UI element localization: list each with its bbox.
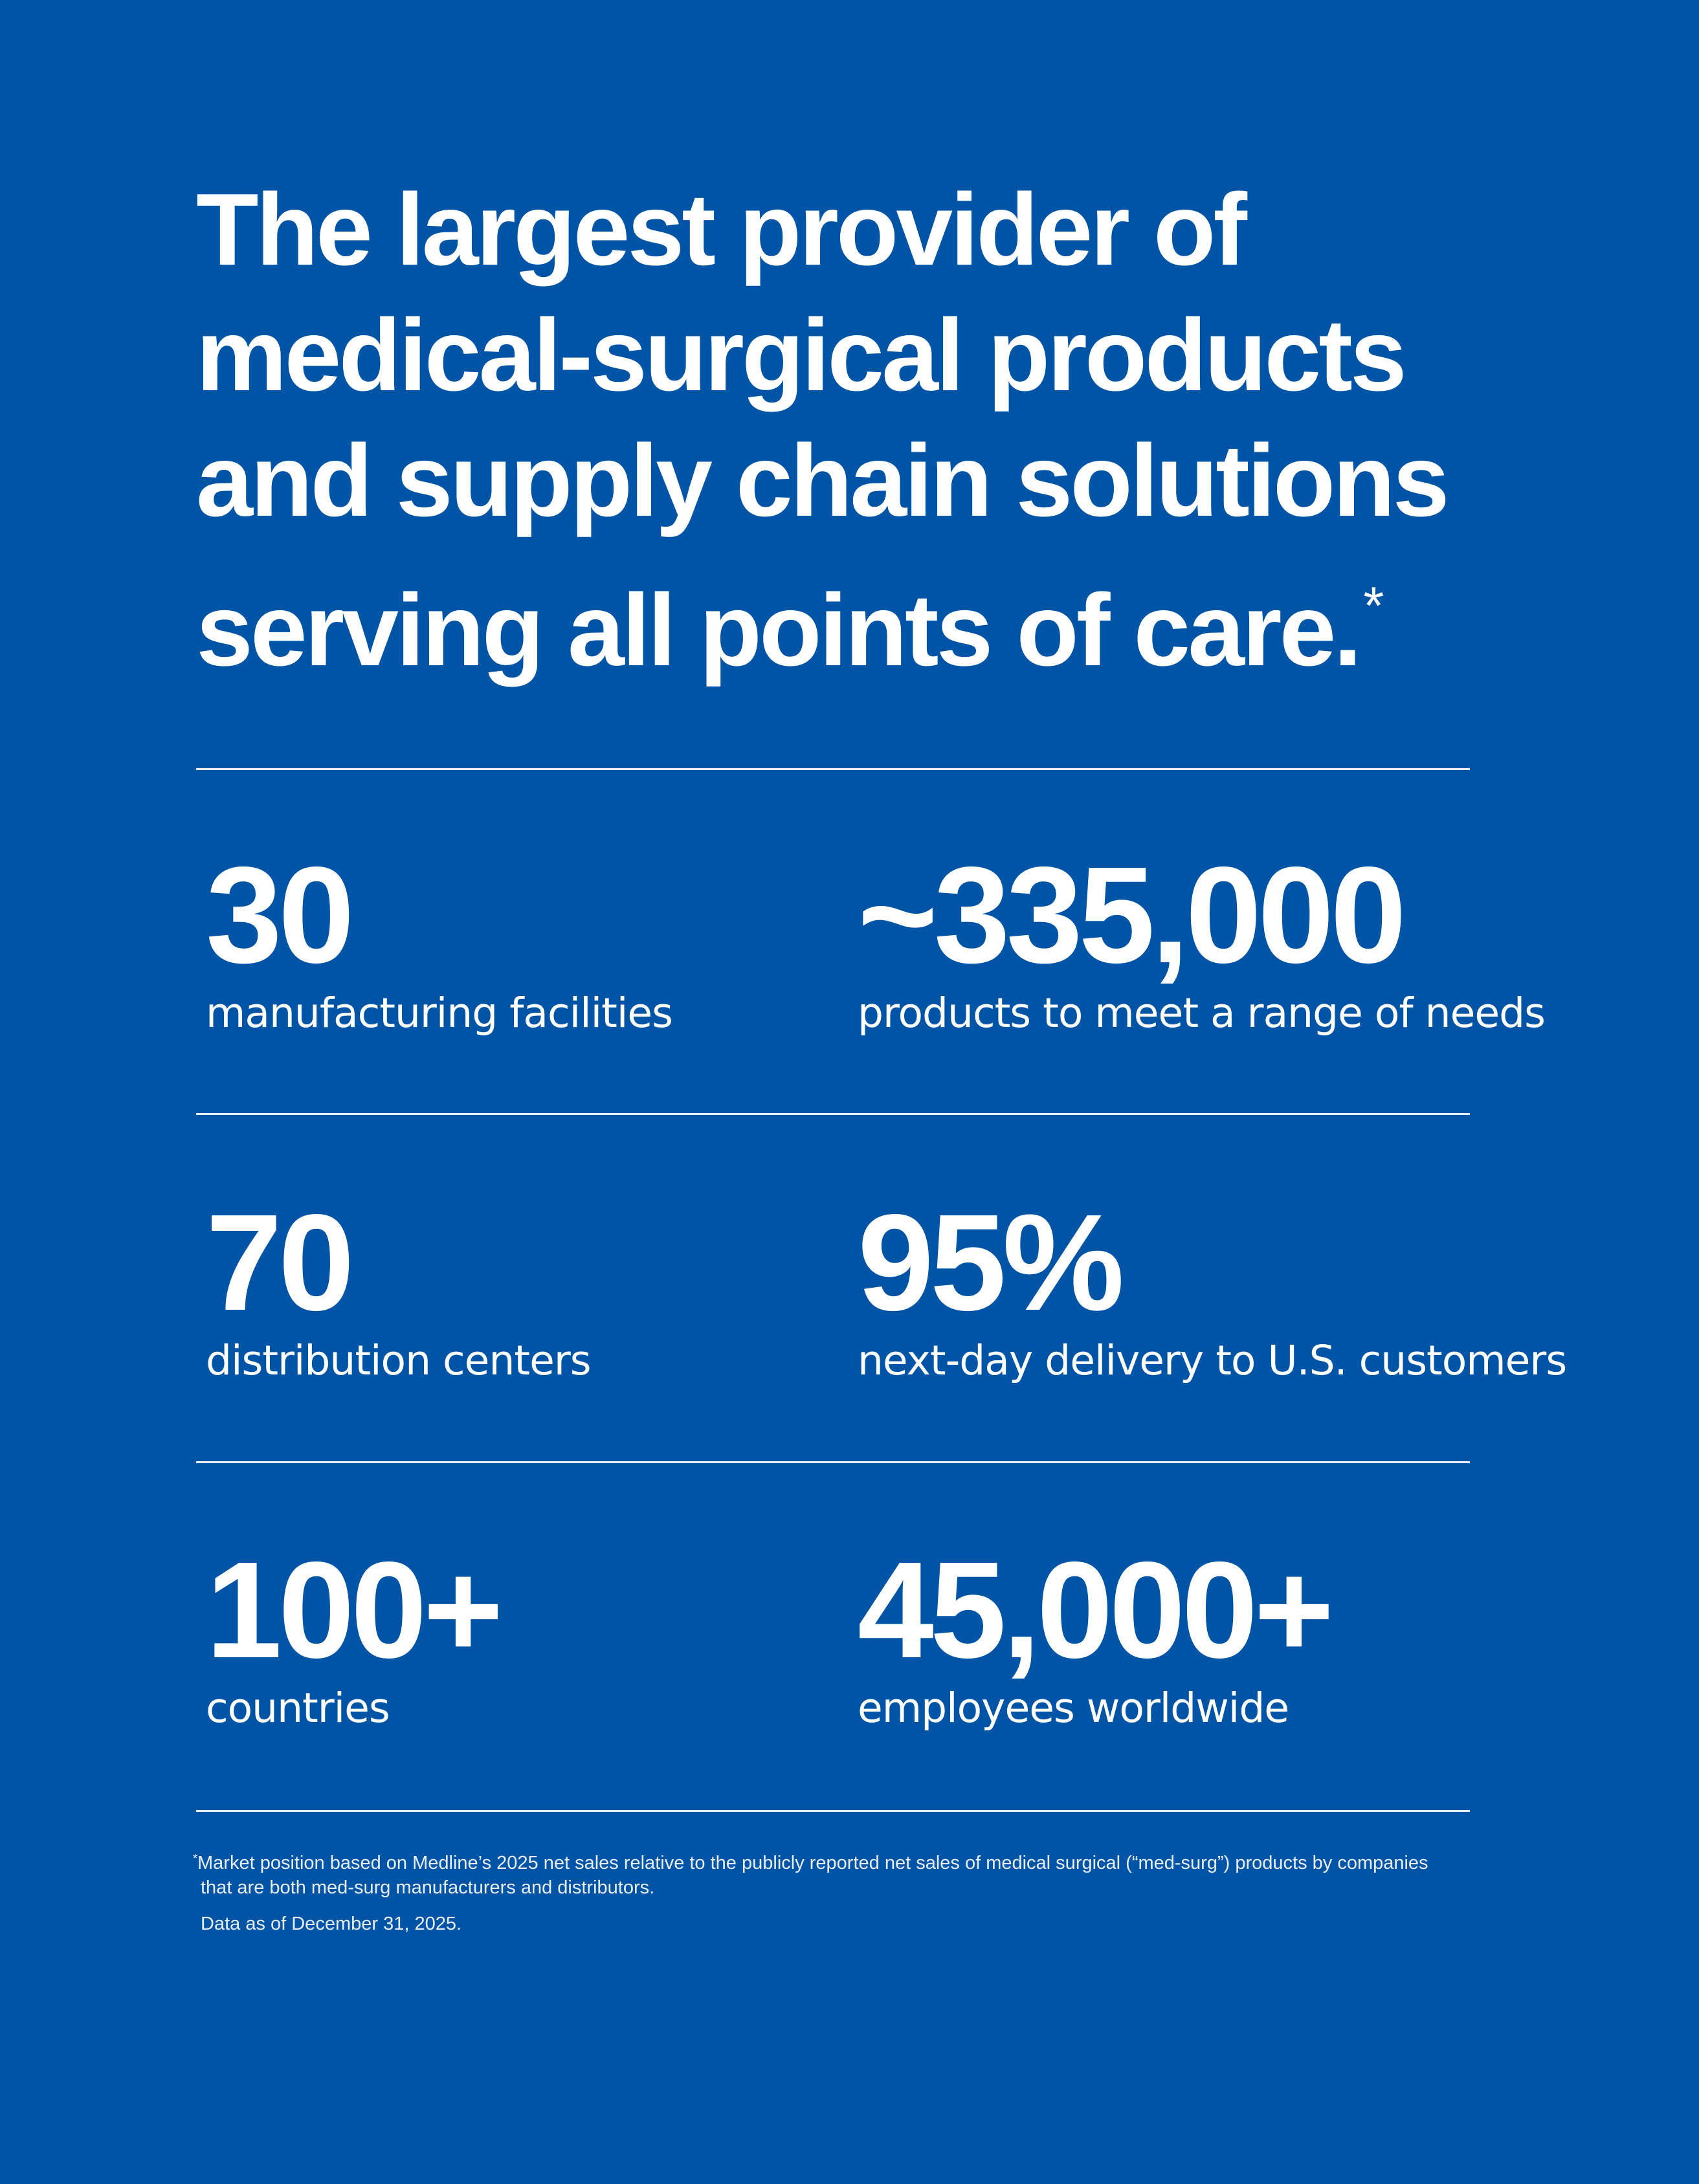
divider-4 (196, 1810, 1470, 1812)
headline-line-4: serving all points of care.* (196, 544, 1555, 693)
data-as-of-note: Data as of December 31, 2025. (201, 1914, 462, 1934)
stat-manufacturing-facilities: 30 manufacturing facilities (206, 838, 673, 1041)
headline-asterisk: * (1363, 577, 1384, 635)
headline-line-2: medical-surgical products (196, 298, 1407, 412)
stat-value: 70 (206, 1186, 355, 1339)
divider-1 (196, 768, 1470, 770)
stat-value: 30 (206, 838, 355, 991)
stat-products: ~335,000 products to meet a range of nee… (858, 838, 1546, 1041)
footnote-line-2: that are both med-surg manufacturers and… (201, 1877, 655, 1898)
footnote: *Market position based on Medline’s 2025… (193, 1846, 1487, 1936)
headline: The largest provider of medical-surgical… (196, 167, 1555, 693)
stat-label: manufacturing facilities (206, 989, 673, 1037)
divider-3 (196, 1461, 1470, 1463)
headline-line-3: and supply chain solutions (196, 424, 1450, 538)
footnote-line-1: Market position based on Medline’s 2025 … (197, 1853, 1428, 1873)
divider-2 (196, 1113, 1470, 1115)
stat-value: ~335,000 (858, 838, 1406, 991)
stat-value: 100+ (206, 1533, 504, 1686)
stat-value: 45,000+ (858, 1533, 1334, 1686)
stat-distribution-centers: 70 distribution centers (206, 1186, 592, 1388)
stat-label: next-day delivery to U.S. customers (858, 1337, 1567, 1384)
footnote-text: *Market position based on Medline’s 2025… (193, 1846, 1487, 1875)
stat-employees: 45,000+ employees worldwide (858, 1533, 1334, 1736)
stat-label: countries (206, 1684, 390, 1732)
stat-label: distribution centers (206, 1337, 592, 1384)
footnote-marker: * (193, 1852, 198, 1865)
headline-line-1: The largest provider of (196, 173, 1247, 287)
stat-countries: 100+ countries (206, 1533, 504, 1736)
stat-label: products to meet a range of needs (858, 989, 1546, 1037)
stat-value: 95% (858, 1186, 1124, 1339)
headline-line-4-text: serving all points of care. (196, 573, 1362, 687)
stat-next-day-delivery: 95% next-day delivery to U.S. customers (858, 1186, 1567, 1388)
stat-label: employees worldwide (858, 1684, 1289, 1732)
